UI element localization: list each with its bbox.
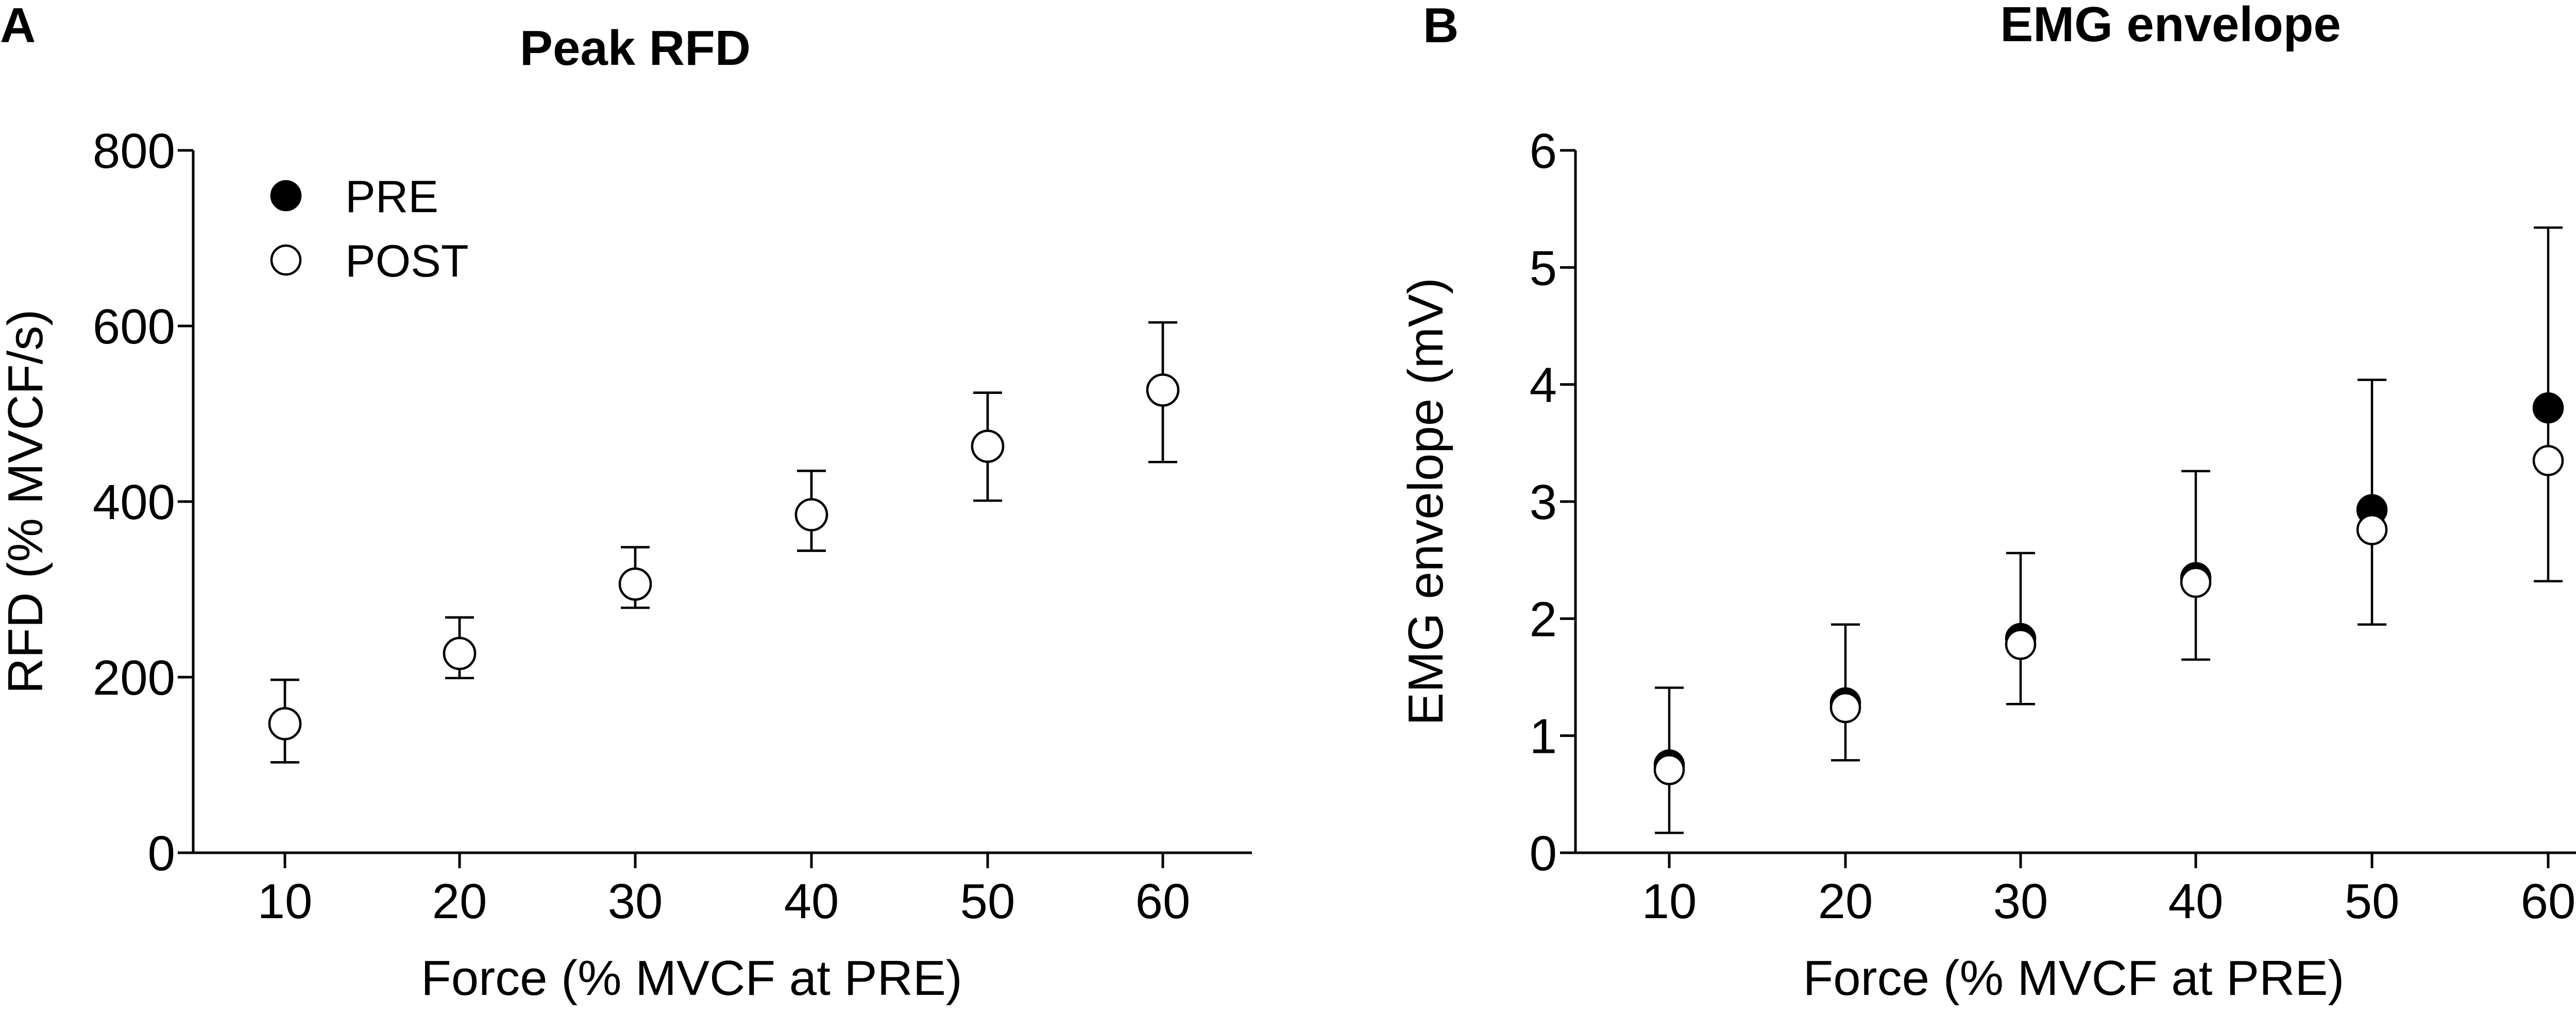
legend-marker-pre <box>270 180 302 212</box>
panel-a-y-tick-label: 400 <box>93 475 175 530</box>
panel-b-y-axis-label: EMG envelope (mV) <box>1398 278 1453 726</box>
panel-a-point-post <box>443 636 477 670</box>
legend-label-post: POST <box>345 235 469 286</box>
panel-a-x-tick-label: 30 <box>608 874 663 929</box>
panel-a-title: Peak RFD <box>520 21 751 76</box>
panel-a-y-axis-label: RFD (% MVCF/s) <box>0 309 53 694</box>
panel-b-point-post <box>1829 692 1861 724</box>
panel-b-title: EMG envelope <box>2000 0 2341 52</box>
panel-a-point-post <box>1146 373 1180 407</box>
legend-marker-post <box>270 244 302 276</box>
legend-label-pre: PRE <box>345 171 438 222</box>
panel-b-y-tick-label: 5 <box>1530 240 1557 296</box>
panel-a-y-tick-label: 0 <box>148 826 175 881</box>
panel-a-legend: PRE POST <box>270 171 469 286</box>
panel-b-point-post <box>2532 445 2564 476</box>
panel-b-point-post <box>2180 566 2212 598</box>
panel-a-y-tick-label: 600 <box>93 299 175 354</box>
panel-b-y-tick-label: 0 <box>1530 826 1557 881</box>
panel-a-x-tick-label: 50 <box>960 874 1015 929</box>
panel-a-point-post <box>794 498 828 531</box>
panel-b-x-tick-label: 20 <box>1818 874 1873 929</box>
panel-a-x-tick-label: 40 <box>784 874 839 929</box>
panel-b-y-tick-label: 4 <box>1530 358 1557 413</box>
panel-b: B EMG envelope 0 1 2 3 4 5 6 10 20 30 40 50 60 Force … <box>1398 0 2576 1006</box>
panel-b-x-tick-label: 10 <box>1642 874 1697 929</box>
panel-a-y-tick-label: 800 <box>93 124 175 179</box>
panel-b-y-tick-label: 1 <box>1530 709 1557 764</box>
panel-a-x-tick-label: 60 <box>1136 874 1191 929</box>
panel-a-x-tick-label: 10 <box>258 874 313 929</box>
panel-b-letter: B <box>1423 0 1459 53</box>
panel-b-point-pre <box>2532 392 2564 424</box>
panel-b-point-post <box>2005 629 2037 660</box>
panel-b-y-tick-label: 2 <box>1530 592 1557 647</box>
panel-b-y-tick-label: 6 <box>1530 124 1557 179</box>
panel-b-point-post <box>1653 754 1685 785</box>
panel-b-point-post <box>2356 514 2388 545</box>
panel-b-x-axis-label: Force (% MVCF at PRE) <box>1803 951 2345 1006</box>
panel-b-x-tick-label: 30 <box>1993 874 2048 929</box>
panel-a-x-axis-label: Force (% MVCF at PRE) <box>421 951 962 1006</box>
panel-a: A Peak RFD 0 200 400 600 800 10 20 30 40 50 60 Forc… <box>0 0 1252 1006</box>
panel-b-x-tick-label: 50 <box>2345 874 2400 929</box>
panel-a-point-post <box>971 429 1005 463</box>
panel-a-letter: A <box>0 0 36 53</box>
panel-b-x-tick-label: 40 <box>2168 874 2224 929</box>
panel-b-x-tick-label: 60 <box>2521 874 2576 929</box>
panel-a-point-post <box>618 567 652 601</box>
panel-a-x-tick-label: 20 <box>432 874 487 929</box>
panel-b-y-tick-label: 3 <box>1530 475 1557 530</box>
panel-a-y-tick-label: 200 <box>93 650 175 705</box>
panel-a-point-post <box>268 707 302 741</box>
